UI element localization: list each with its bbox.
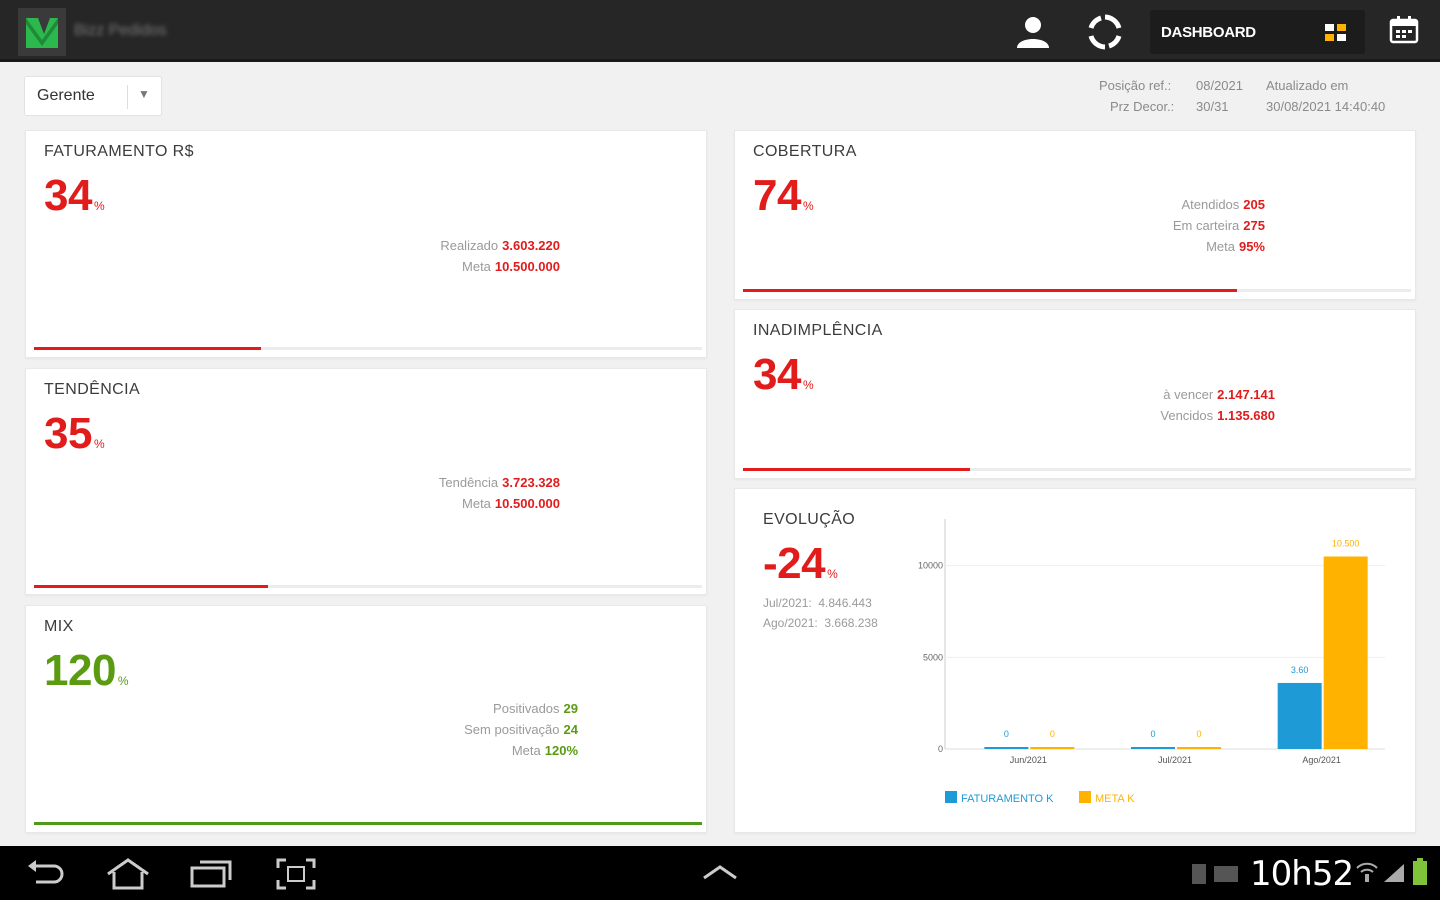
clock: 10h52 [1250,854,1354,894]
card-evolucao[interactable]: EVOLUÇÃO -24% Jul/2021: 4.846.443 Ago/20… [734,488,1416,833]
progress-fill [34,585,268,588]
signal-icon [1384,864,1404,882]
position-ref-label: Posição ref.: [1099,78,1172,93]
data-label: 0 [1050,729,1055,739]
legend-swatch [945,791,957,803]
elapsed-value: 30/31 [1196,99,1229,114]
dashboard-selector[interactable]: DASHBOARD [1150,10,1365,54]
kpi-details: à vencer 2.147.141 Vencidos 1.135.680 [1160,387,1275,423]
notification-icons [1192,864,1238,884]
card-faturamento[interactable]: FATURAMENTO R$ 34% Realizado 3.603.220 Me… [25,130,707,358]
kpi-details: Atendidos 205 Em carteira 275 Meta 95% [1172,197,1265,254]
card-tendencia[interactable]: TENDÊNCIA 35% Tendência 3.723.328 Meta 10.… [25,368,707,595]
bar [1177,747,1221,749]
bar [984,747,1029,749]
progress-fill [743,468,971,471]
kpi-value: 74% [753,171,814,220]
user-icon[interactable] [1013,12,1053,52]
data-label: 10.500 [1332,539,1360,549]
card-inadimplencia[interactable]: INADIMPLÊNCIA 34% à vencer 2.147.141 Venc… [734,309,1416,479]
y-tick-label: 10000 [918,561,943,571]
card-title: MIX [44,618,74,635]
updated-label: Atualizado em [1266,78,1349,93]
bar [1030,747,1075,749]
progress-bar [743,289,1411,292]
card-title: FATURAMENTO R$ [44,143,194,160]
month-comparison: Jul/2021: 4.846.443 Ago/2021: 3.668.238 [763,596,878,630]
kpi-value: -24% [763,539,838,588]
kpi-details: Realizado 3.603.220 Meta 10.500.000 [440,238,560,274]
elapsed-label: Prz Decor.: [1110,99,1175,114]
kpi-value: 34% [753,350,814,399]
kpi-value: 120% [44,646,129,695]
bar [1277,682,1322,749]
progress-fill [743,289,1238,292]
card-title: INADIMPLÊNCIA [753,322,883,339]
x-tick-label: Jul/2021 [1158,755,1192,765]
refresh-icon[interactable] [1085,12,1125,52]
data-label: 0 [1004,729,1009,739]
role-filter-value: Gerente [37,87,95,104]
home-icon[interactable] [104,858,152,890]
updated-value: 30/08/2021 14:40:40 [1266,99,1386,114]
progress-bar [34,822,702,825]
bar [1131,747,1175,749]
dashboard-label: DASHBOARD [1161,24,1256,41]
wifi-icon [1356,862,1378,882]
data-label: 0 [1196,729,1201,739]
progress-fill [34,822,702,825]
evolution-bar-chart: 0 5000 10000 0 0 Jun/2021 0 0 Jul/2021 3.60 10.500… [918,519,1385,805]
card-mix[interactable]: MIX 120% Positivados 29 Sem positivação 24… [25,605,707,833]
progress-bar [34,585,702,588]
card-title: TENDÊNCIA [44,381,141,398]
bar [1323,556,1368,749]
top-app-bar: Bizz Pedidos DASHBOARD [0,0,1440,62]
card-cobertura[interactable]: COBERTURA 74% Atendidos 205 Em carteira 27… [734,130,1416,300]
chevron-up-icon[interactable] [702,864,738,880]
kpi-value: 34% [44,171,105,220]
card-title: COBERTURA [753,143,857,160]
recent-apps-icon[interactable] [190,858,234,888]
app-logo[interactable] [18,8,66,56]
kpi-details: Tendência 3.723.328 Meta 10.500.000 [438,475,560,511]
data-label: 3.60 [1291,665,1309,675]
kpi-value: 35% [44,409,105,458]
role-filter-dropdown[interactable]: Gerente ▼ [24,76,162,116]
system-nav-bar: 10h52 [0,846,1440,900]
y-tick-label: 5000 [923,652,943,662]
progress-fill [34,347,262,350]
progress-bar [34,347,702,350]
y-tick-label: 0 [938,744,943,754]
x-tick-label: Ago/2021 [1302,755,1341,765]
chevron-down-icon: ▼ [138,87,150,101]
legend-label: FATURAMENTO K [961,793,1054,805]
kpi-details: Positivados 29 Sem positivação 24 Meta 120% [464,701,578,758]
logo-icon [26,18,58,48]
progress-bar [743,468,1411,471]
data-label: 0 [1150,729,1155,739]
divider [127,85,128,109]
calendar-icon[interactable] [1388,14,1428,54]
back-icon[interactable] [26,858,66,888]
x-tick-label: Jun/2021 [1010,755,1047,765]
legend-swatch [1079,791,1091,803]
app-name: Bizz Pedidos [74,22,167,39]
grid-icon [1325,24,1346,41]
battery-icon [1413,858,1427,885]
card-title: EVOLUÇÃO [763,511,856,528]
legend-label: META K [1095,793,1135,805]
position-ref-value: 08/2021 [1196,78,1243,93]
screenshot-icon[interactable] [276,858,316,890]
